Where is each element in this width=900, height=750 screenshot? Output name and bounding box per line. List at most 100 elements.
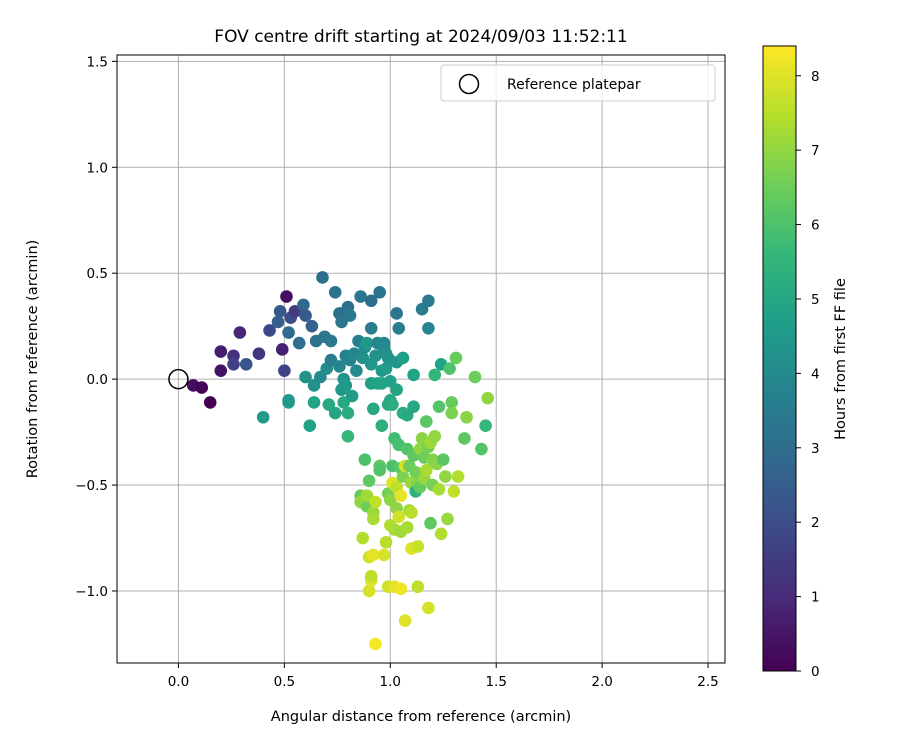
y-tick-label: 0.5 — [87, 266, 108, 282]
axes: 0.0 0.5 1.0 1.5 2.0 2.5 −1.0 −0.5 0.0 0.5 1.0 1.5 — [75, 54, 726, 690]
colorbar-tick-label: 5 — [811, 292, 820, 308]
data-point — [394, 489, 408, 502]
data-point — [299, 370, 312, 384]
y-tick-label: 0.0 — [87, 372, 108, 388]
data-point — [394, 582, 408, 596]
data-point — [375, 419, 389, 433]
data-point — [419, 415, 433, 428]
data-point — [328, 285, 342, 299]
data-point — [434, 527, 448, 541]
data-point — [443, 362, 456, 375]
data-point — [436, 453, 450, 466]
legend-marker-icon — [458, 73, 480, 95]
data-point — [451, 470, 465, 483]
data-point — [280, 290, 293, 303]
data-point — [195, 381, 209, 394]
colorbar-ticks: 0 1 2 3 4 5 6 7 8 — [796, 69, 820, 680]
data-point — [358, 453, 372, 466]
x-tick-label: 1.5 — [485, 674, 506, 690]
data-point — [233, 326, 247, 339]
data-point — [424, 516, 437, 530]
data-point — [449, 351, 463, 365]
data-point — [364, 321, 378, 335]
reference-platepar-marker — [168, 368, 189, 390]
x-tick-label: 0.0 — [168, 674, 189, 690]
data-point — [369, 637, 382, 651]
y-tick-label: −1.0 — [75, 584, 108, 600]
data-point — [263, 324, 276, 337]
data-point — [364, 294, 378, 308]
data-point — [447, 485, 461, 498]
data-point — [303, 419, 317, 433]
data-point — [481, 391, 495, 405]
y-tick-label: 1.0 — [87, 160, 108, 176]
data-point — [299, 309, 312, 322]
data-point — [350, 364, 363, 377]
data-point — [328, 406, 342, 420]
data-point — [396, 351, 410, 365]
data-point — [460, 410, 473, 424]
data-point — [432, 400, 446, 413]
data-point — [282, 326, 295, 339]
data-point — [354, 290, 367, 303]
data-point — [343, 309, 357, 322]
data-point — [256, 410, 270, 424]
data-point — [419, 463, 433, 477]
colorbar: 0 1 2 3 4 5 6 7 8 Hours from first FF file — [762, 45, 849, 680]
data-point — [392, 510, 406, 524]
data-point — [439, 470, 452, 483]
data-point — [458, 432, 471, 445]
data-point — [367, 402, 380, 416]
data-point — [373, 463, 386, 477]
data-point — [367, 548, 380, 562]
legend-box — [440, 64, 716, 102]
data-point — [405, 506, 418, 519]
data-point — [341, 430, 355, 443]
data-point — [273, 305, 287, 318]
data-point — [400, 521, 414, 534]
x-tick-label: 0.5 — [274, 674, 295, 690]
data-point — [362, 584, 376, 598]
data-point — [479, 419, 492, 433]
data-point — [428, 430, 442, 443]
data-point — [475, 442, 488, 456]
colorbar-tick-label: 6 — [811, 218, 820, 234]
data-point — [214, 364, 228, 377]
colorbar-tick-label: 1 — [811, 590, 820, 606]
data-point — [282, 394, 295, 407]
data-point — [275, 343, 289, 356]
data-point — [341, 406, 355, 420]
x-tick-label: 1.0 — [380, 674, 401, 690]
data-point — [203, 396, 217, 409]
legend-label: Reference platepar — [507, 77, 641, 93]
data-point — [445, 396, 459, 409]
data-point — [367, 512, 380, 526]
data-point — [379, 362, 393, 375]
data-point — [432, 482, 446, 496]
data-point — [364, 569, 378, 583]
data-point — [324, 334, 338, 348]
chart-title: FOV centre drift starting at 2024/09/03 … — [214, 27, 627, 47]
data-point — [379, 535, 393, 549]
data-point — [390, 307, 403, 320]
data-point — [445, 406, 459, 420]
data-point — [369, 495, 382, 509]
data-point — [297, 298, 310, 312]
data-point — [239, 357, 253, 371]
data-point — [411, 580, 425, 594]
data-point — [339, 379, 353, 392]
data-point — [377, 548, 391, 562]
colorbar-gradient — [762, 45, 797, 672]
data-point — [252, 347, 266, 361]
y-tick-label: −0.5 — [75, 478, 108, 494]
data-point — [360, 336, 374, 350]
data-point — [392, 321, 406, 335]
data-points — [168, 271, 495, 651]
colorbar-tick-label: 3 — [811, 441, 820, 457]
data-point — [278, 364, 291, 377]
y-tick-label: 1.5 — [87, 54, 108, 70]
data-point — [422, 321, 435, 335]
data-point — [305, 319, 319, 333]
data-point — [407, 368, 420, 382]
